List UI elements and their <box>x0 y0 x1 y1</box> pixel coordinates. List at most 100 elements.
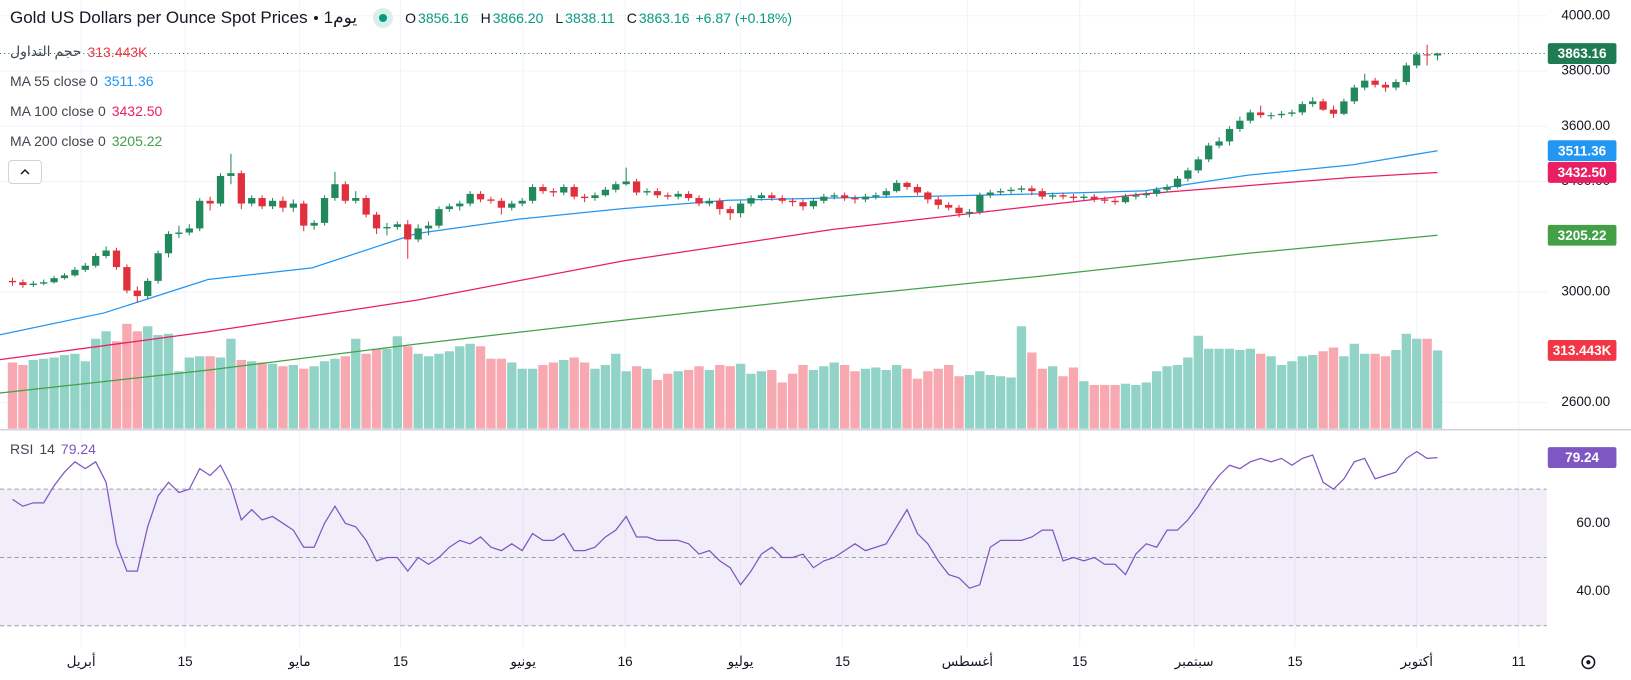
candle-body <box>1132 195 1140 197</box>
volume-bar <box>808 369 819 429</box>
ma-line <box>0 171 1438 361</box>
volume-bar <box>371 348 382 429</box>
gear-hub[interactable] <box>1586 660 1591 665</box>
volume-bar <box>631 366 642 429</box>
volume-bar <box>1162 366 1172 429</box>
candle-body <box>705 200 714 204</box>
candle-body <box>965 211 974 214</box>
gear-ring[interactable] <box>1581 655 1596 670</box>
candle-body <box>788 200 797 203</box>
volume-bar <box>777 382 787 429</box>
candle-body <box>1017 188 1026 190</box>
candle-body <box>1329 109 1338 114</box>
volume-bar <box>1380 356 1391 429</box>
volume-bar <box>39 358 49 429</box>
volume-bar <box>735 363 746 429</box>
candle-body <box>684 193 693 199</box>
volume-bar <box>49 357 59 429</box>
candle-body <box>196 200 204 229</box>
candle-body <box>393 224 401 228</box>
candle-body <box>1184 170 1192 179</box>
candle-body <box>40 282 48 284</box>
volume-bar <box>1276 364 1287 429</box>
volume-bar <box>1183 357 1193 429</box>
legend-name: MA 200 close 0 <box>10 133 106 149</box>
candle-body <box>227 173 235 176</box>
candle-body <box>1038 191 1046 197</box>
candle-body <box>695 198 703 204</box>
candle-body <box>362 198 370 215</box>
collapse-button[interactable] <box>8 160 42 184</box>
ma-badge: 3432.50 <box>1558 165 1607 180</box>
legend-value: 3432.50 <box>111 103 163 119</box>
candle-body <box>310 222 318 226</box>
volume-bar <box>18 364 28 429</box>
volume-bar <box>1027 352 1037 429</box>
candle-body <box>1121 196 1130 203</box>
candle-body <box>539 186 547 192</box>
candle-body <box>154 253 162 281</box>
ma-badge-bg <box>1547 224 1617 246</box>
candle-body <box>320 198 329 223</box>
candle-body <box>1069 196 1078 199</box>
volume-bar <box>1068 367 1079 429</box>
candle-body <box>8 280 17 283</box>
candle-body <box>19 282 27 286</box>
candle-body <box>1101 199 1109 201</box>
volume-bar <box>392 336 403 429</box>
rsi-badge-bg <box>1547 447 1617 469</box>
candle-body <box>1371 80 1379 85</box>
low-value: 3838.11 <box>565 10 615 26</box>
volume-bar <box>475 346 486 429</box>
ohlc-key: H <box>480 10 491 26</box>
volume-badge-bg <box>1547 339 1617 361</box>
rsi-badge: 79.24 <box>1565 450 1599 465</box>
volume-bar <box>1235 350 1245 429</box>
volume-bar <box>642 368 652 429</box>
volume-bar <box>1432 350 1443 429</box>
volume-bar <box>1193 335 1203 429</box>
x-tick-label: 11 <box>1512 654 1526 669</box>
candle-body <box>1246 112 1254 121</box>
volume-bar <box>1256 353 1266 429</box>
candle-body <box>435 209 443 226</box>
candle-body <box>60 275 69 279</box>
candle-body <box>258 198 266 207</box>
candle-body <box>955 207 963 214</box>
volume-bar <box>1328 347 1339 429</box>
volume-bar <box>860 368 871 429</box>
candle-body <box>892 182 901 192</box>
candle-body <box>882 191 890 196</box>
candle-body <box>50 278 58 283</box>
candle-body <box>903 182 911 187</box>
settings-icon[interactable] <box>1581 655 1596 670</box>
volume-bar <box>1214 348 1224 429</box>
candle-body <box>1142 193 1150 196</box>
candle-body <box>1288 112 1296 114</box>
legend-ma100: MA 100 close 0 3432.50 <box>10 103 162 119</box>
candle-body <box>508 203 516 208</box>
candle-body <box>643 191 651 193</box>
candle-body <box>466 193 474 204</box>
candle-body <box>279 200 287 208</box>
candle-body <box>518 200 526 204</box>
volume-bar <box>652 379 663 429</box>
volume-bar <box>195 356 205 429</box>
y-tick-label: 2600.00 <box>1561 394 1610 409</box>
volume-bar <box>288 364 299 429</box>
candle-body <box>414 228 422 240</box>
candle-body <box>1319 101 1327 110</box>
candle-body <box>716 200 724 210</box>
volume-bar <box>954 376 964 429</box>
volume-bar <box>330 358 340 429</box>
candle-body <box>976 195 984 212</box>
collapse-icon[interactable] <box>19 168 31 176</box>
ma-badge: 3511.36 <box>1558 143 1607 158</box>
candle-body <box>185 228 193 233</box>
volume-bar <box>881 369 891 429</box>
volume-bar <box>995 376 1006 429</box>
candle-body <box>1111 200 1119 203</box>
chevron[interactable] <box>20 168 30 175</box>
ma-badge: 3205.22 <box>1558 228 1607 243</box>
volume-bar <box>1318 351 1328 429</box>
